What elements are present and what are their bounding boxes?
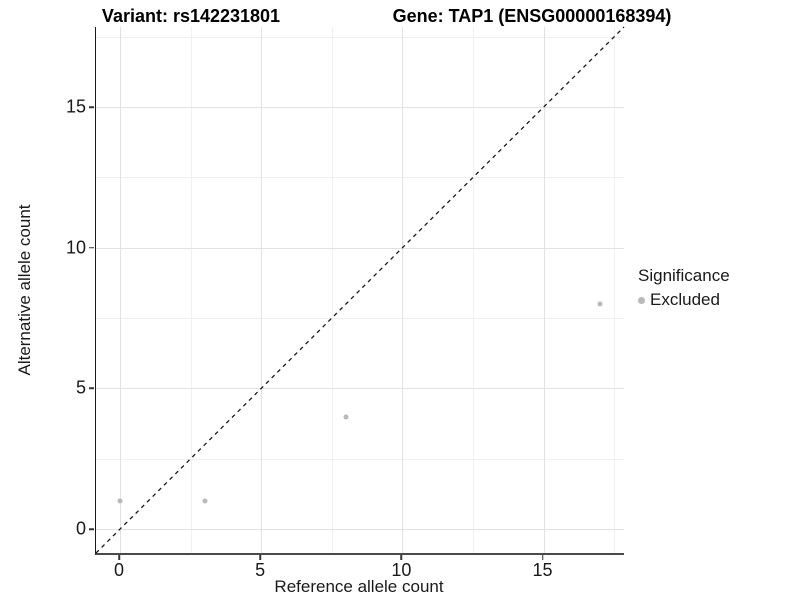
x-minor-gridline [331,27,333,553]
x-major-gridline [543,27,545,553]
x-axis-tick [259,555,261,560]
y-tick-label: 10 [65,237,86,258]
y-minor-gridline [96,318,624,320]
gene-title: Gene: TAP1 (ENSG00000168394) [392,6,672,26]
x-tick-label: 5 [255,560,266,580]
plot-panel [95,26,625,555]
data-point [202,498,208,504]
x-minor-gridline [190,27,192,553]
y-axis-tick [89,387,94,390]
x-tick-label: 15 [532,560,553,580]
identity-line [95,26,625,554]
y-minor-gridline [96,177,624,179]
y-major-gridline [96,529,624,531]
y-major-gridline [96,388,624,390]
x-axis-tick [400,555,403,560]
x-tick-label: 0 [113,560,125,580]
variant-title: Variant: rs142231801 [101,6,281,26]
y-tick-label: 15 [65,96,86,117]
legend-title: Significance [638,266,730,285]
x-axis-tick [541,555,544,560]
data-point [343,414,349,420]
legend-item-excluded: Excluded [638,290,798,310]
y-axis-tick [89,106,94,108]
x-major-gridline [402,27,404,553]
y-minor-gridline [96,458,624,460]
data-point [597,301,603,307]
x-major-gridline [120,27,121,553]
y-major-gridline [96,107,624,109]
y-tick-label: 0 [75,518,86,539]
y-major-gridline [96,247,624,249]
x-axis-label: Reference allele count [274,577,444,596]
legend-item-label: Excluded [650,290,720,309]
x-major-gridline [261,27,263,553]
x-axis-tick [118,555,120,560]
identity-line-path [95,26,625,554]
y-axis-label: Alternative allele count [15,204,34,376]
y-axis-tick [89,247,94,249]
x-minor-gridline [614,27,616,553]
y-axis-tick [89,528,94,530]
x-tick-label: 10 [391,560,412,580]
legend-point-icon [638,296,645,304]
y-tick-label: 5 [75,377,86,398]
y-minor-gridline [96,36,624,38]
legend: Significance Excluded [638,266,798,310]
data-point [117,498,123,504]
x-minor-gridline [472,27,474,553]
